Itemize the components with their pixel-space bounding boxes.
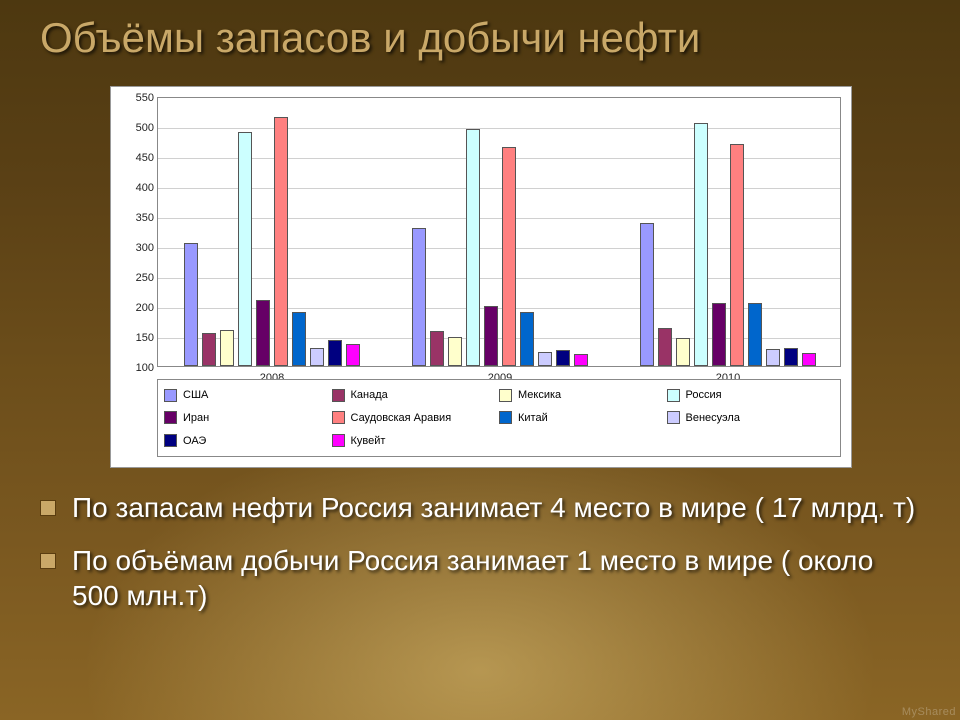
chart-ytick: 400 — [118, 182, 154, 194]
chart-bar — [658, 328, 672, 366]
bullet-text: По запасам нефти Россия занимает 4 место… — [72, 490, 915, 525]
chart-bar — [346, 344, 360, 366]
chart-ytick: 300 — [118, 242, 154, 254]
legend-swatch-icon — [667, 389, 680, 402]
chart-bar — [256, 300, 270, 366]
legend-item: США — [164, 389, 332, 402]
chart-bar — [694, 123, 708, 366]
chart-ytick: 450 — [118, 152, 154, 164]
chart-bar — [484, 306, 498, 366]
chart-legend: США Канада Мексика Россия Иран Саудовская Ара… — [157, 379, 841, 457]
legend-item: Иран — [164, 411, 332, 424]
legend-item: Мексика — [499, 389, 667, 402]
legend-swatch-icon — [164, 434, 177, 447]
slide: Объёмы запасов и добычи нефти 1001502002… — [0, 0, 960, 720]
chart-bar — [238, 132, 252, 366]
chart-bar — [730, 144, 744, 366]
chart-bar — [802, 353, 816, 366]
legend-item: Венесуэла — [667, 411, 835, 424]
chart-bar — [712, 303, 726, 366]
bullet-text: По объёмам добычи Россия занимает 1 мест… — [72, 543, 920, 613]
chart-bar — [538, 352, 552, 366]
legend-swatch-icon — [164, 389, 177, 402]
slide-title: Объёмы запасов и добычи нефти — [40, 14, 920, 62]
bullet-marker-icon — [40, 500, 56, 516]
chart-bar — [412, 228, 426, 366]
chart-plot-area: 1001502002503003504004505005502008200920… — [157, 97, 841, 367]
legend-label: Венесуэла — [686, 412, 740, 424]
chart-bar — [748, 303, 762, 366]
chart-ytick: 100 — [118, 362, 154, 374]
bullet-list: По запасам нефти Россия занимает 4 место… — [40, 490, 920, 631]
chart-bar — [574, 354, 588, 366]
chart-bar — [556, 350, 570, 366]
chart-bar — [274, 117, 288, 366]
chart-bar — [502, 147, 516, 366]
legend-item: Канада — [332, 389, 500, 402]
legend-label: Мексика — [518, 389, 561, 401]
legend-label: США — [183, 389, 208, 401]
legend-label: Россия — [686, 389, 722, 401]
legend-item: Китай — [499, 411, 667, 424]
chart-bar — [640, 223, 654, 366]
watermark: MyShared — [902, 706, 956, 718]
legend-swatch-icon — [332, 411, 345, 424]
chart-bar — [220, 330, 234, 366]
legend-swatch-icon — [164, 411, 177, 424]
legend-label: Канада — [351, 389, 388, 401]
legend-label: Иран — [183, 412, 209, 424]
chart-bar — [448, 337, 462, 366]
legend-item: Кувейт — [332, 434, 500, 447]
chart-gridline — [158, 128, 840, 129]
chart-bar — [784, 348, 798, 366]
chart-bar — [766, 349, 780, 366]
legend-label: Кувейт — [351, 435, 386, 447]
legend-swatch-icon — [332, 389, 345, 402]
legend-item: ОАЭ — [164, 434, 332, 447]
chart-ytick: 500 — [118, 122, 154, 134]
legend-label: Китай — [518, 412, 548, 424]
chart-ytick: 350 — [118, 212, 154, 224]
chart-bar — [328, 340, 342, 366]
legend-item: Саудовская Аравия — [332, 411, 500, 424]
chart-ytick: 200 — [118, 302, 154, 314]
chart-bar — [520, 312, 534, 366]
chart-ytick: 150 — [118, 332, 154, 344]
chart-container: 1001502002503003504004505005502008200920… — [110, 86, 852, 468]
legend-swatch-icon — [499, 389, 512, 402]
chart-ytick: 250 — [118, 272, 154, 284]
legend-item: Россия — [667, 389, 835, 402]
bullet-item: По объёмам добычи Россия занимает 1 мест… — [40, 543, 920, 613]
chart-bar — [676, 338, 690, 366]
legend-swatch-icon — [667, 411, 680, 424]
bullet-marker-icon — [40, 553, 56, 569]
chart-bar — [430, 331, 444, 366]
legend-label: Саудовская Аравия — [351, 412, 452, 424]
chart-bar — [202, 333, 216, 366]
legend-swatch-icon — [332, 434, 345, 447]
chart-bar — [292, 312, 306, 366]
bullet-item: По запасам нефти Россия занимает 4 место… — [40, 490, 920, 525]
chart-ytick: 550 — [118, 92, 154, 104]
chart-bar — [184, 243, 198, 366]
legend-label: ОАЭ — [183, 435, 206, 447]
legend-swatch-icon — [499, 411, 512, 424]
chart-bar — [466, 129, 480, 366]
chart-bar — [310, 348, 324, 366]
